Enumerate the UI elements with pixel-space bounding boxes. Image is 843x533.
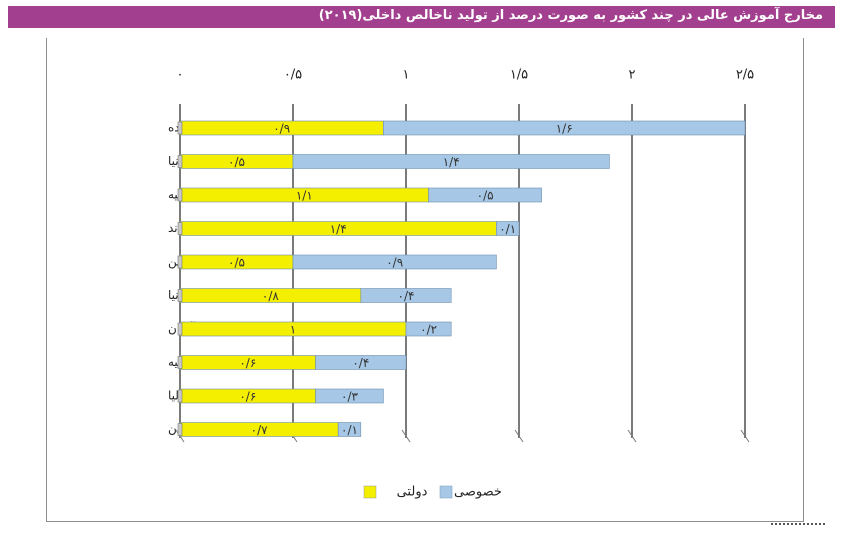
data-label-private: ۰/۹: [386, 256, 403, 270]
x-tick-label: ۱/۵: [510, 68, 528, 83]
data-label-public: ۰/۹: [273, 122, 290, 136]
bar-private: [428, 187, 542, 203]
bar-start-cap: [177, 255, 183, 269]
bar-private: [383, 120, 746, 136]
gridline-foot: [627, 429, 637, 443]
bar-start-cap: [177, 155, 183, 168]
bar-start-cap: [177, 222, 183, 235]
x-tick-label: ۰: [177, 68, 184, 83]
data-label-public: ۰/۸: [262, 289, 279, 303]
data-label-private: ۰/۳: [341, 390, 358, 404]
chart-title: مخارج آموزش عالی در چند کشور به صورت درص…: [318, 8, 823, 23]
data-label-private: ۱/۶: [556, 122, 573, 136]
legend-label-private: خصوصی: [454, 485, 502, 500]
bar-start-cap: [177, 423, 183, 436]
bar-private: [292, 154, 610, 169]
chart-frame: [46, 38, 804, 522]
gridline-foot: [401, 429, 411, 443]
legend-swatch-public: [363, 485, 377, 499]
data-label-public: ۱/۱: [296, 189, 313, 203]
legend-swatch-private: [439, 485, 453, 499]
bar-start-cap: [177, 356, 183, 369]
bar-start-cap: [177, 188, 183, 202]
bar-start-cap: [177, 289, 183, 302]
data-label-private: ۱/۴: [443, 155, 460, 169]
bar-start-cap: [177, 322, 183, 336]
bar-private: [315, 355, 407, 370]
x-tick-label: ۲/۵: [736, 68, 754, 83]
bar-start-cap: [177, 121, 183, 135]
bar-private: [405, 321, 452, 337]
data-label-public: ۰/۶: [239, 356, 256, 370]
bar-private: [360, 288, 452, 303]
page-mark: [771, 523, 825, 531]
data-label-private: ۰/۵: [477, 189, 494, 203]
data-label-private: ۰/۴: [352, 356, 369, 370]
data-label-public: ۰/۷: [251, 423, 268, 437]
gridline-foot: [740, 429, 750, 443]
title-bar: مخارج آموزش عالی در چند کشور به صورت درص…: [8, 6, 835, 28]
data-label-private: ۰/۴: [398, 289, 415, 303]
data-label-public: ۰/۶: [239, 390, 256, 404]
data-label-private: ۰/۱: [341, 423, 358, 437]
data-label-private: ۰/۱: [499, 222, 516, 236]
bar-private: [496, 221, 520, 236]
bar-private: [292, 254, 497, 270]
bar-private: [337, 422, 362, 437]
data-label-public: ۰/۵: [228, 256, 245, 270]
x-tick-label: ۱: [403, 68, 410, 83]
gridline-foot: [514, 429, 524, 443]
data-label-public: ۱/۴: [330, 222, 347, 236]
data-label-private: ۰/۲: [420, 323, 437, 337]
data-label-public: ۱: [290, 323, 296, 337]
data-label-public: ۰/۵: [228, 155, 245, 169]
x-tick-label: ۲: [629, 68, 636, 83]
bar-start-cap: [177, 389, 183, 403]
bar-private: [315, 388, 384, 404]
legend-label-public: دولتی: [397, 485, 428, 500]
x-tick-label: ۰/۵: [284, 68, 302, 83]
